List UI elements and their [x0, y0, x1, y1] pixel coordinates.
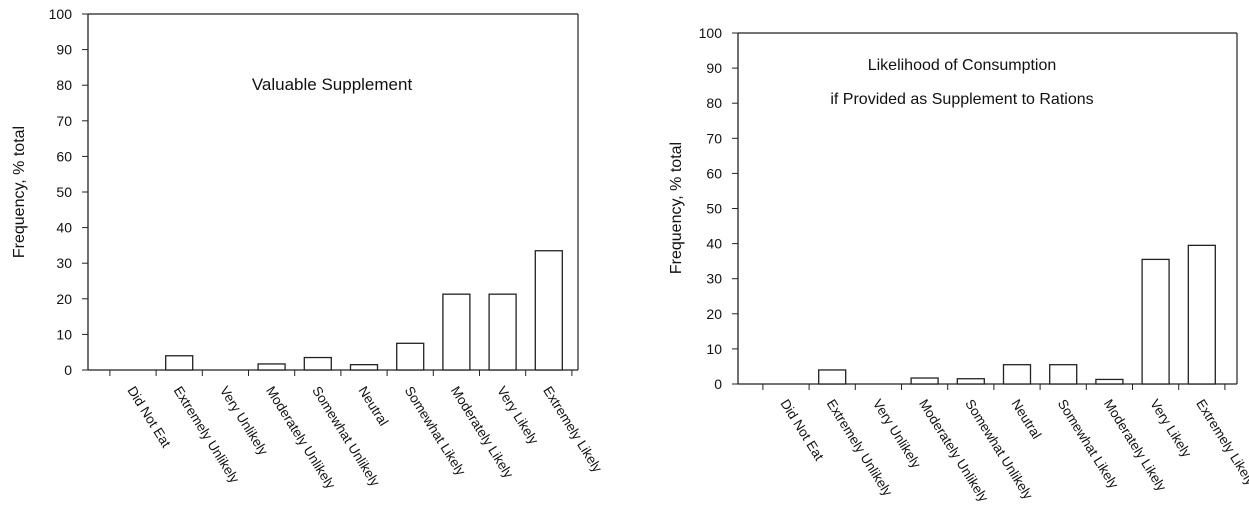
y-tick-label: 60: [706, 165, 722, 181]
x-category-label: Did Not Eat: [124, 384, 173, 451]
y-tick-label: 50: [56, 184, 72, 200]
bar: [488, 293, 517, 371]
bar: [257, 363, 286, 371]
y-tick-label: 100: [699, 25, 723, 41]
bar: [442, 293, 471, 371]
bar: [534, 250, 563, 371]
chart-1: 0 10 20 30 40 50 60 70 80 90 100 Did Not Eat Extreme…: [11, 6, 605, 492]
x-category-label: Very Likely: [494, 384, 541, 448]
y-tick-label: 20: [706, 306, 722, 322]
x-category-label: Very Likely: [1147, 397, 1194, 461]
y-tick-label: 80: [56, 77, 72, 93]
y-tick-label: 10: [706, 341, 722, 357]
y-axis-label: Frequency, % total: [668, 142, 685, 274]
x-category-label: Did Not Eat: [777, 397, 826, 464]
chart-title-line: Likelihood of Consumption: [868, 57, 1057, 74]
y-tick-label: 40: [706, 236, 722, 252]
y-tick-label: 20: [56, 291, 72, 307]
bar: [818, 369, 847, 385]
y-tick-label: 40: [56, 220, 72, 236]
x-category-label: Extremely Likely: [540, 384, 605, 476]
bar: [1002, 364, 1032, 385]
x-category-label: Neutral: [1008, 397, 1044, 442]
y-tick-label: 10: [56, 326, 72, 342]
bar: [165, 355, 194, 371]
bar: [910, 377, 939, 385]
y-tick-label: 30: [56, 255, 72, 271]
bar: [349, 364, 379, 371]
x-category-label: Extremely Likely: [1193, 397, 1249, 489]
chart-title-line: Valuable Supplement: [252, 75, 413, 94]
y-tick-label: 0: [64, 362, 72, 378]
y-tick-label: 0: [714, 376, 722, 392]
y-axis-label: Frequency, % total: [11, 126, 28, 258]
y-tick-label: 70: [56, 113, 72, 129]
bar: [1095, 378, 1124, 385]
x-category-label: Neutral: [355, 384, 391, 429]
chart-title-line: if Provided as Supplement to Rations: [830, 91, 1093, 108]
x-category-label: Very Unlikely: [217, 384, 271, 458]
bar: [956, 378, 985, 385]
x-category-label: Very Unlikely: [870, 397, 924, 471]
y-tick-label: 90: [56, 42, 72, 58]
y-tick-label: 80: [706, 95, 722, 111]
bar: [1049, 364, 1078, 385]
bar: [396, 342, 425, 371]
y-tick-label: 50: [706, 201, 722, 217]
bar: [1141, 258, 1170, 385]
y-tick-label: 100: [49, 6, 73, 22]
chart-2: 0 10 20 30 40 50 60 70 80 90 100 Did Not Eat Extreme…: [668, 25, 1249, 505]
y-tick-label: 90: [706, 60, 722, 76]
y-tick-label: 70: [706, 130, 722, 146]
y-tick-label: 60: [56, 148, 72, 164]
bar: [1187, 244, 1216, 385]
bar: [303, 356, 332, 371]
y-tick-label: 30: [706, 271, 722, 287]
